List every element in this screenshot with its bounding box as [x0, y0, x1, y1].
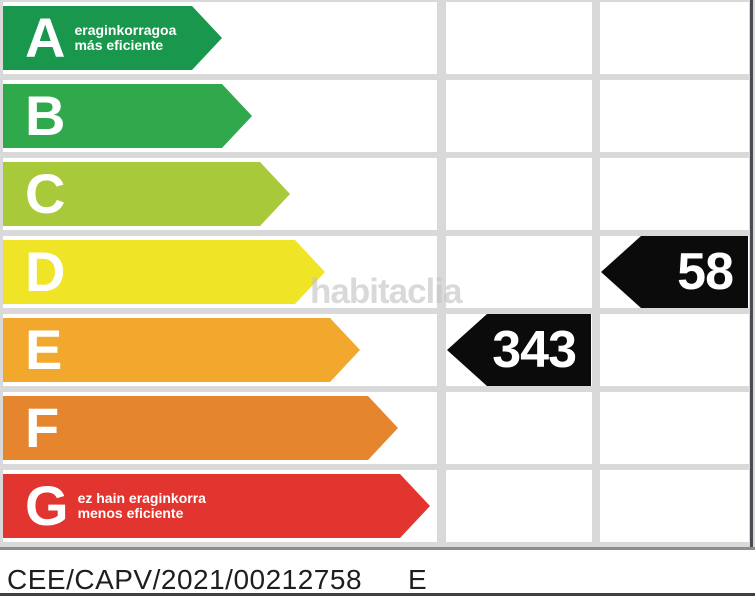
rating-row-e: E 343: [0, 314, 755, 386]
scale-cell-c: C: [3, 158, 437, 230]
sublabel-line1: ez hain eraginkorra: [77, 490, 206, 506]
habitaclia-watermark: habitaclia: [310, 272, 462, 311]
indicator-value: 343: [492, 321, 577, 379]
value-cell-right-c: [600, 158, 749, 230]
value-cell-right-b: [600, 80, 749, 152]
sublabel-line1: eraginkorragoa: [74, 22, 177, 38]
rating-arrow-f: F: [3, 396, 398, 460]
table-right-border: [750, 0, 753, 548]
rating-table: A eraginkorragoa más eficiente B: [0, 0, 755, 550]
scale-cell-g: G ez hain eraginkorra menos eficiente: [3, 470, 437, 542]
value-cell-middle-c: [446, 158, 592, 230]
certificate-id: CEE/CAPV/2021/00212758: [7, 564, 363, 595]
rating-letter: E: [25, 318, 63, 381]
rating-arrow-a: A eraginkorragoa más eficiente: [3, 6, 222, 70]
certificate-footer: CEE/CAPV/2021/00212758 E: [7, 564, 427, 596]
value-cell-middle-d: [446, 236, 592, 308]
value-cell-middle-a: [446, 2, 592, 74]
rating-arrow-g: G ez hain eraginkorra menos eficiente: [3, 474, 430, 538]
scale-cell-d: D: [3, 236, 437, 308]
value-cell-right-d: 58: [600, 236, 749, 308]
rating-arrow-d: D: [3, 240, 325, 304]
rating-letter: F: [25, 396, 60, 459]
scale-cell-e: E: [3, 314, 437, 386]
rating-sublabel: eraginkorragoa más eficiente: [74, 23, 176, 53]
table-bottom-border: [0, 547, 755, 550]
rating-row-b: B: [0, 80, 755, 152]
rating-letter: G: [25, 474, 69, 537]
value-cell-right-f: [600, 392, 749, 464]
scale-cell-b: B: [3, 80, 437, 152]
value-cell-middle-e: 343: [446, 314, 592, 386]
rating-letter: D: [25, 240, 66, 303]
scale-cell-a: A eraginkorragoa más eficiente: [3, 2, 437, 74]
rating-arrow-b: B: [3, 84, 252, 148]
value-cell-middle-b: [446, 80, 592, 152]
rating-arrow-e: E: [3, 318, 360, 382]
sublabel-line2: más eficiente: [74, 37, 164, 53]
rating-row-g: G ez hain eraginkorra menos eficiente: [0, 470, 755, 542]
rating-letter: C: [25, 162, 66, 225]
value-cell-right-a: [600, 2, 749, 74]
consumption-indicator-arrow: 343: [447, 314, 591, 386]
overall-rating-letter: E: [408, 564, 428, 595]
rating-sublabel: ez hain eraginkorra menos eficiente: [78, 491, 206, 521]
scale-cell-f: F: [3, 392, 437, 464]
emissions-indicator-arrow: 58: [601, 236, 748, 308]
rating-letter: B: [25, 84, 66, 147]
value-cell-middle-f: [446, 392, 592, 464]
rating-arrow-c: C: [3, 162, 290, 226]
rating-row-f: F: [0, 392, 755, 464]
rating-row-d: D 58: [0, 236, 755, 308]
indicator-value: 58: [677, 243, 734, 301]
footer-divider-line: [0, 593, 755, 596]
rating-row-a: A eraginkorragoa más eficiente: [0, 2, 755, 74]
value-cell-middle-g: [446, 470, 592, 542]
rating-letter: A: [25, 6, 66, 69]
rating-row-c: C: [0, 158, 755, 230]
value-cell-right-g: [600, 470, 749, 542]
sublabel-line2: menos eficiente: [77, 505, 184, 521]
value-cell-right-e: [600, 314, 749, 386]
